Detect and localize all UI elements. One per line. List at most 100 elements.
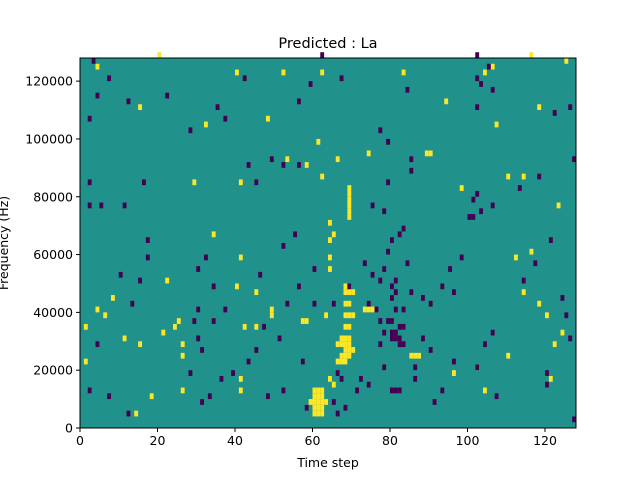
heatmap-cell <box>231 370 236 376</box>
heatmap-cell <box>335 410 340 417</box>
heatmap-cell <box>390 237 394 243</box>
heatmap-cell <box>401 323 406 330</box>
heatmap-cell <box>401 69 406 76</box>
heatmap-cell <box>320 404 325 411</box>
heatmap-cell <box>304 162 309 168</box>
heatmap-cell <box>118 271 123 278</box>
y-tick-label: 120000 <box>25 74 73 89</box>
heatmap-cell <box>529 248 534 255</box>
heatmap-cell <box>343 312 348 319</box>
heatmap-cell <box>335 358 340 365</box>
heatmap-cell <box>281 162 286 168</box>
heatmap-cell <box>382 364 387 371</box>
heatmap-cell <box>312 404 317 411</box>
x-tick-label: 40 <box>227 433 243 448</box>
heatmap-cell <box>494 393 499 400</box>
heatmap-cell <box>343 300 348 307</box>
heatmap-cell <box>390 283 394 290</box>
heatmap-cell <box>320 399 325 405</box>
heatmap-cell <box>157 52 162 58</box>
heatmap-cell <box>529 52 534 58</box>
x-tick-label: 20 <box>150 433 166 448</box>
heatmap-cell <box>409 352 414 359</box>
x-axis-ticks: 0 20 40 60 80 100 120 <box>76 428 557 448</box>
heatmap-cell <box>401 306 406 313</box>
heatmap-cell <box>266 115 270 122</box>
heatmap-cell <box>339 335 344 342</box>
heatmap-cell <box>223 115 228 122</box>
heatmap-cell <box>393 329 398 336</box>
heatmap-cell <box>111 295 115 301</box>
heatmap-cell <box>382 266 387 272</box>
heatmap-cell <box>91 58 96 64</box>
heatmap-cell <box>479 208 484 215</box>
heatmap-cell <box>374 306 379 313</box>
heatmap-cell <box>207 393 212 400</box>
heatmap-cell <box>343 404 348 411</box>
heatmap-cell <box>331 399 336 405</box>
heatmap-cell <box>138 277 143 284</box>
heatmap-cell <box>312 393 317 400</box>
heatmap-cell <box>490 202 495 209</box>
heatmap-cell <box>242 323 247 330</box>
heatmap-cell <box>475 190 480 197</box>
heatmap-cell <box>347 202 352 209</box>
heatmap-cell <box>161 329 166 336</box>
heatmap-cell <box>304 404 309 411</box>
heatmap-cell <box>401 225 406 232</box>
heatmap-cell <box>95 92 100 99</box>
chart-title: Predicted : La <box>278 36 377 52</box>
heatmap-cell <box>87 387 92 394</box>
heatmap-cell <box>382 208 387 215</box>
heatmap-cell <box>545 312 549 319</box>
heatmap-cell <box>564 58 569 64</box>
heatmap-cell <box>254 289 259 296</box>
heatmap-cell <box>572 416 577 423</box>
heatmap-cell <box>126 98 131 105</box>
heatmap-cell <box>235 283 239 290</box>
heatmap-cell <box>413 364 418 371</box>
heatmap-cell <box>324 312 329 319</box>
heatmap-cell <box>331 231 336 238</box>
heatmap-cell <box>328 375 332 382</box>
heatmap-cell <box>165 277 170 284</box>
heatmap-cell <box>266 393 270 400</box>
heatmap-cell <box>390 387 394 394</box>
heatmap-cell <box>142 179 146 186</box>
heatmap-cell <box>401 341 406 348</box>
heatmap-cell <box>343 347 348 353</box>
heatmap-cell <box>537 173 542 180</box>
heatmap-cell <box>347 190 352 197</box>
heatmap-cell <box>490 86 495 93</box>
heatmap-cell <box>343 358 348 365</box>
heatmap-cell <box>316 410 321 417</box>
heatmap-cell <box>180 341 185 348</box>
heatmap-cell <box>421 295 425 301</box>
heatmap-cell <box>521 277 526 284</box>
heatmap-cell <box>467 214 472 220</box>
heatmap-cell <box>545 370 549 376</box>
heatmap-cell <box>331 300 336 307</box>
heatmap-cell <box>95 306 100 313</box>
heatmap-cell <box>366 300 371 307</box>
heatmap-cell <box>165 92 170 99</box>
heatmap-cell <box>552 110 557 116</box>
heatmap-cell <box>386 318 391 324</box>
heatmap-cell <box>564 312 569 319</box>
heatmap-cell <box>188 370 193 376</box>
heatmap-cell <box>448 266 453 272</box>
heatmap-cell <box>211 283 216 290</box>
heatmap-cell <box>483 69 487 76</box>
x-axis-label: Time step <box>296 455 359 470</box>
heatmap-cell <box>149 393 154 400</box>
heatmap-cell <box>537 104 542 111</box>
heatmap-cell <box>483 387 487 394</box>
heatmap-cell <box>300 358 305 365</box>
heatmap-cell <box>211 231 216 238</box>
heatmap-cell <box>285 156 290 163</box>
heatmap-cell <box>335 370 340 376</box>
heatmap-cell <box>238 387 243 394</box>
heatmap-cell <box>572 156 577 163</box>
heatmap-cell <box>277 335 282 342</box>
heatmap-cell <box>378 341 383 348</box>
